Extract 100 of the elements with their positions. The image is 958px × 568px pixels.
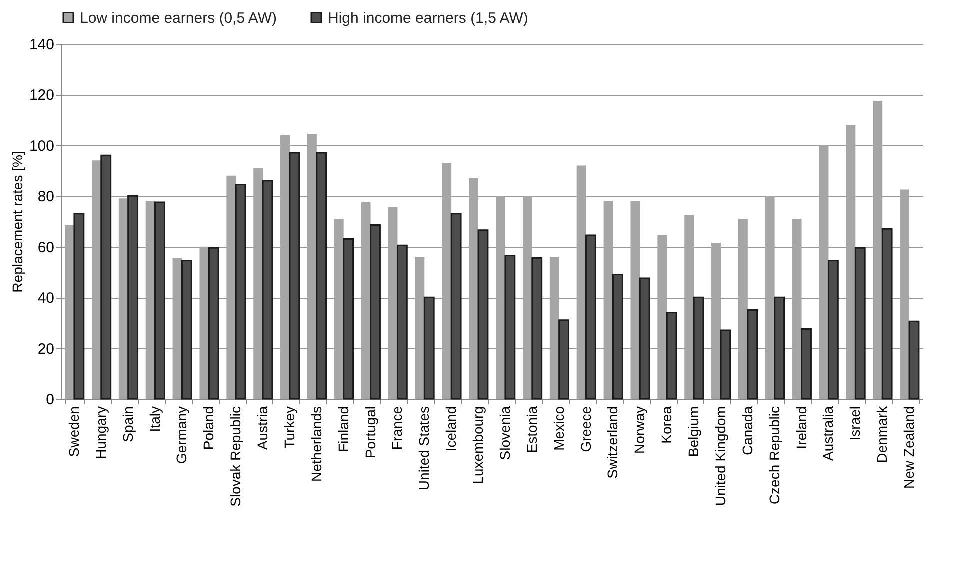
bar [478,230,489,400]
y-tick-label: 80 [38,188,54,206]
bar [262,180,274,400]
bar [630,201,640,399]
bar [532,258,543,400]
x-tick-label: Iceland [443,406,460,452]
x-tick-label: Denmark [874,406,890,464]
x-tick-label: Korea [658,406,675,444]
bar [612,274,624,400]
x-tick-label: Estonia [524,406,540,454]
x-tick-label: Netherlands [308,406,324,482]
bar [604,201,614,399]
bar [442,163,452,399]
bar [100,154,112,400]
y-axis-title: Replacement rates [%] [9,151,26,293]
bar [343,238,354,400]
bar [254,168,264,399]
bar [118,198,128,399]
bar [424,296,435,400]
y-tick-label: 20 [38,340,54,358]
bar [65,225,74,399]
x-tick-label: Poland [200,406,217,450]
x-tick-label: Austria [254,406,271,450]
x-tick-label: Ireland [793,406,810,450]
legend-label: Low income earners (0,5 AW) [80,10,278,27]
x-tick-label: Australia [820,406,836,461]
bar [873,101,883,399]
bar [522,196,532,399]
y-tick-label: 100 [29,138,54,155]
bar [774,296,786,400]
bar [801,328,812,400]
x-tick-label: Turkey [281,406,298,449]
bar [154,202,166,400]
x-tick-label: Slovenia [496,406,513,460]
bar [334,218,344,399]
y-tick-label: 0 [46,392,54,408]
x-tick-label: United States [416,406,432,491]
x-tick-label: Spain [120,406,136,442]
bar [792,218,802,399]
x-tick-label: Switzerland [604,406,621,479]
bar [720,330,732,400]
x-tick-label: Czech Republic [766,406,782,505]
y-tick-label: 140 [29,36,54,54]
bar [469,178,479,399]
y-tick-label: 120 [29,87,54,104]
bar [289,152,300,400]
bar [396,244,408,400]
bar [846,125,856,399]
bar [658,235,668,399]
x-tick-label: New Zealand [901,406,918,489]
x-tick-label: Norway [632,406,648,454]
bar [280,135,290,399]
bar [235,184,246,400]
bar [415,257,425,399]
bar [370,224,381,400]
bar [712,243,721,399]
bar [639,278,650,400]
bar [684,215,694,399]
bar [146,201,156,399]
bar [586,234,596,400]
bar [900,190,910,399]
bar [450,213,462,400]
bar [316,152,328,400]
x-tick-label: Portugal [362,406,378,459]
bar [92,160,102,399]
bar [576,166,586,399]
bar [361,202,371,399]
x-tick-label: Hungary [92,406,109,460]
x-tick-label: Slovak Republic [228,406,244,507]
bar [200,246,210,399]
bar [765,196,775,399]
bar [854,247,866,400]
bar [819,145,829,399]
x-tick-label: Israel [847,406,864,441]
bar [550,257,560,399]
bar [908,320,920,400]
bar [558,320,570,400]
bar [307,134,317,399]
bar [74,213,85,400]
x-tick-label: Germany [174,406,190,464]
x-tick-label: United Kingdom [712,406,728,506]
bar [388,208,398,399]
x-tick-label: Belgium [686,406,702,458]
x-tick-label: Italy [146,406,163,432]
x-tick-label: Greece [578,406,594,452]
x-tick-label: Luxembourg [470,406,486,484]
x-tick-label: Finland [335,406,352,452]
bar [882,228,893,400]
bar [226,176,236,399]
bar [172,258,182,399]
bar [747,310,758,400]
bar [208,247,220,400]
bar [738,218,748,399]
x-tick-label: Mexico [550,406,567,451]
legend-label: High income earners (1,5 AW) [328,10,528,27]
bar [181,260,192,400]
bar [504,254,516,400]
bar [496,196,506,399]
y-tick-label: 60 [38,239,54,256]
bar [128,195,139,400]
